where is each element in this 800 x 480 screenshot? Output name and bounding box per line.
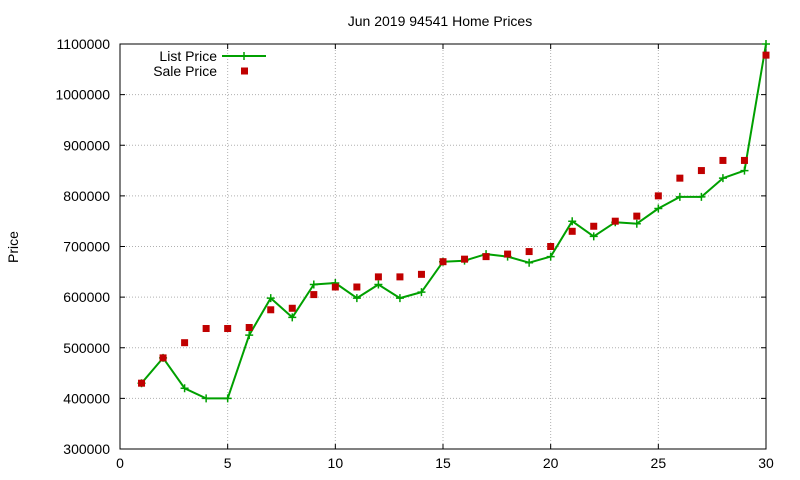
list-price-point	[352, 294, 361, 303]
sale-price-point	[719, 156, 727, 164]
y-tick-label: 400000	[63, 390, 110, 406]
sale-price-point	[245, 324, 253, 331]
legend-marker-sale-price	[241, 67, 248, 75]
sale-price-point	[697, 167, 705, 175]
series-layer	[137, 40, 770, 403]
x-tick-label: 25	[651, 455, 667, 471]
legend-label-sale-price: Sale Price	[153, 63, 217, 79]
list-price-point	[266, 294, 275, 303]
sale-price-point	[461, 255, 469, 263]
sale-price-point	[740, 156, 748, 164]
y-tick-label: 500000	[63, 340, 110, 356]
x-tick-label: 10	[328, 455, 344, 471]
list-price-point	[697, 192, 706, 201]
sale-price-point	[138, 379, 146, 387]
list-price-point	[525, 258, 534, 267]
list-price-point	[202, 394, 211, 403]
list-price-point	[762, 40, 770, 48]
list-price-point	[223, 394, 232, 403]
list-price-point	[654, 204, 663, 213]
y-tick-label: 800000	[63, 188, 110, 204]
list-price-point	[718, 174, 727, 183]
x-tick-label: 20	[543, 455, 559, 471]
list-price-point	[180, 384, 189, 393]
plot-frame	[119, 43, 767, 450]
sale-price-point	[310, 291, 318, 299]
sale-price-point	[676, 174, 684, 182]
list-price-point	[417, 288, 426, 297]
sale-price-point	[762, 51, 770, 59]
sale-price-point	[374, 273, 382, 281]
list-price-point	[245, 331, 254, 340]
sale-price-point	[504, 250, 512, 258]
sale-price-point	[482, 253, 490, 261]
chart-title: Jun 2019 94541 Home Prices	[348, 13, 532, 29]
list-price-point	[395, 294, 404, 303]
y-tick-label: 900000	[63, 137, 110, 153]
list-price-point	[632, 219, 641, 228]
sale-price-point	[417, 270, 425, 278]
list-price-point	[374, 280, 383, 289]
list-price-line	[140, 43, 767, 400]
sale-price-point	[568, 227, 576, 235]
list-price-point	[288, 313, 297, 322]
sale-price-point	[159, 354, 167, 362]
list-price-point	[309, 280, 318, 289]
sale-price-point	[633, 212, 641, 220]
sale-price-point	[181, 339, 189, 347]
x-tick-label: 30	[758, 455, 774, 471]
y-tick-label: 300000	[63, 441, 110, 457]
sale-price-point	[439, 258, 447, 266]
sale-price-point	[202, 325, 210, 333]
y-axis-label: Price	[5, 231, 21, 263]
list-price-point	[546, 252, 555, 261]
y-tick-label: 600000	[63, 289, 110, 305]
y-tick-label: 1000000	[55, 87, 110, 103]
list-price-point	[568, 217, 577, 226]
sale-price-point	[590, 222, 598, 230]
legend-label-list-price: List Price	[159, 48, 217, 64]
legend: List Price Sale Price	[153, 48, 266, 79]
sale-price-point	[288, 304, 296, 312]
sale-price-point	[224, 325, 232, 333]
y-tick-label: 700000	[63, 239, 110, 255]
axis-ticks: 0 5 10 15 20 25 30 300000 400000 500000 600000 7000…	[55, 36, 774, 471]
x-tick-label: 0	[116, 455, 124, 471]
y-tick-label: 1100000	[57, 36, 111, 52]
x-tick-label: 5	[224, 455, 232, 471]
grid-lines	[120, 44, 766, 449]
sale-price-point	[353, 283, 361, 291]
sale-price-point	[611, 217, 619, 225]
sale-price-point	[267, 306, 275, 314]
sale-price-point	[654, 192, 662, 200]
sale-price-point	[525, 248, 533, 256]
sale-price-point	[396, 273, 404, 281]
sale-price-point	[547, 243, 555, 250]
list-price-point	[589, 232, 598, 241]
list-price-point	[740, 166, 749, 175]
list-price-point	[675, 192, 684, 201]
legend-marker-list-price	[240, 52, 248, 60]
sale-price-point	[331, 283, 339, 291]
x-tick-label: 15	[435, 455, 451, 471]
